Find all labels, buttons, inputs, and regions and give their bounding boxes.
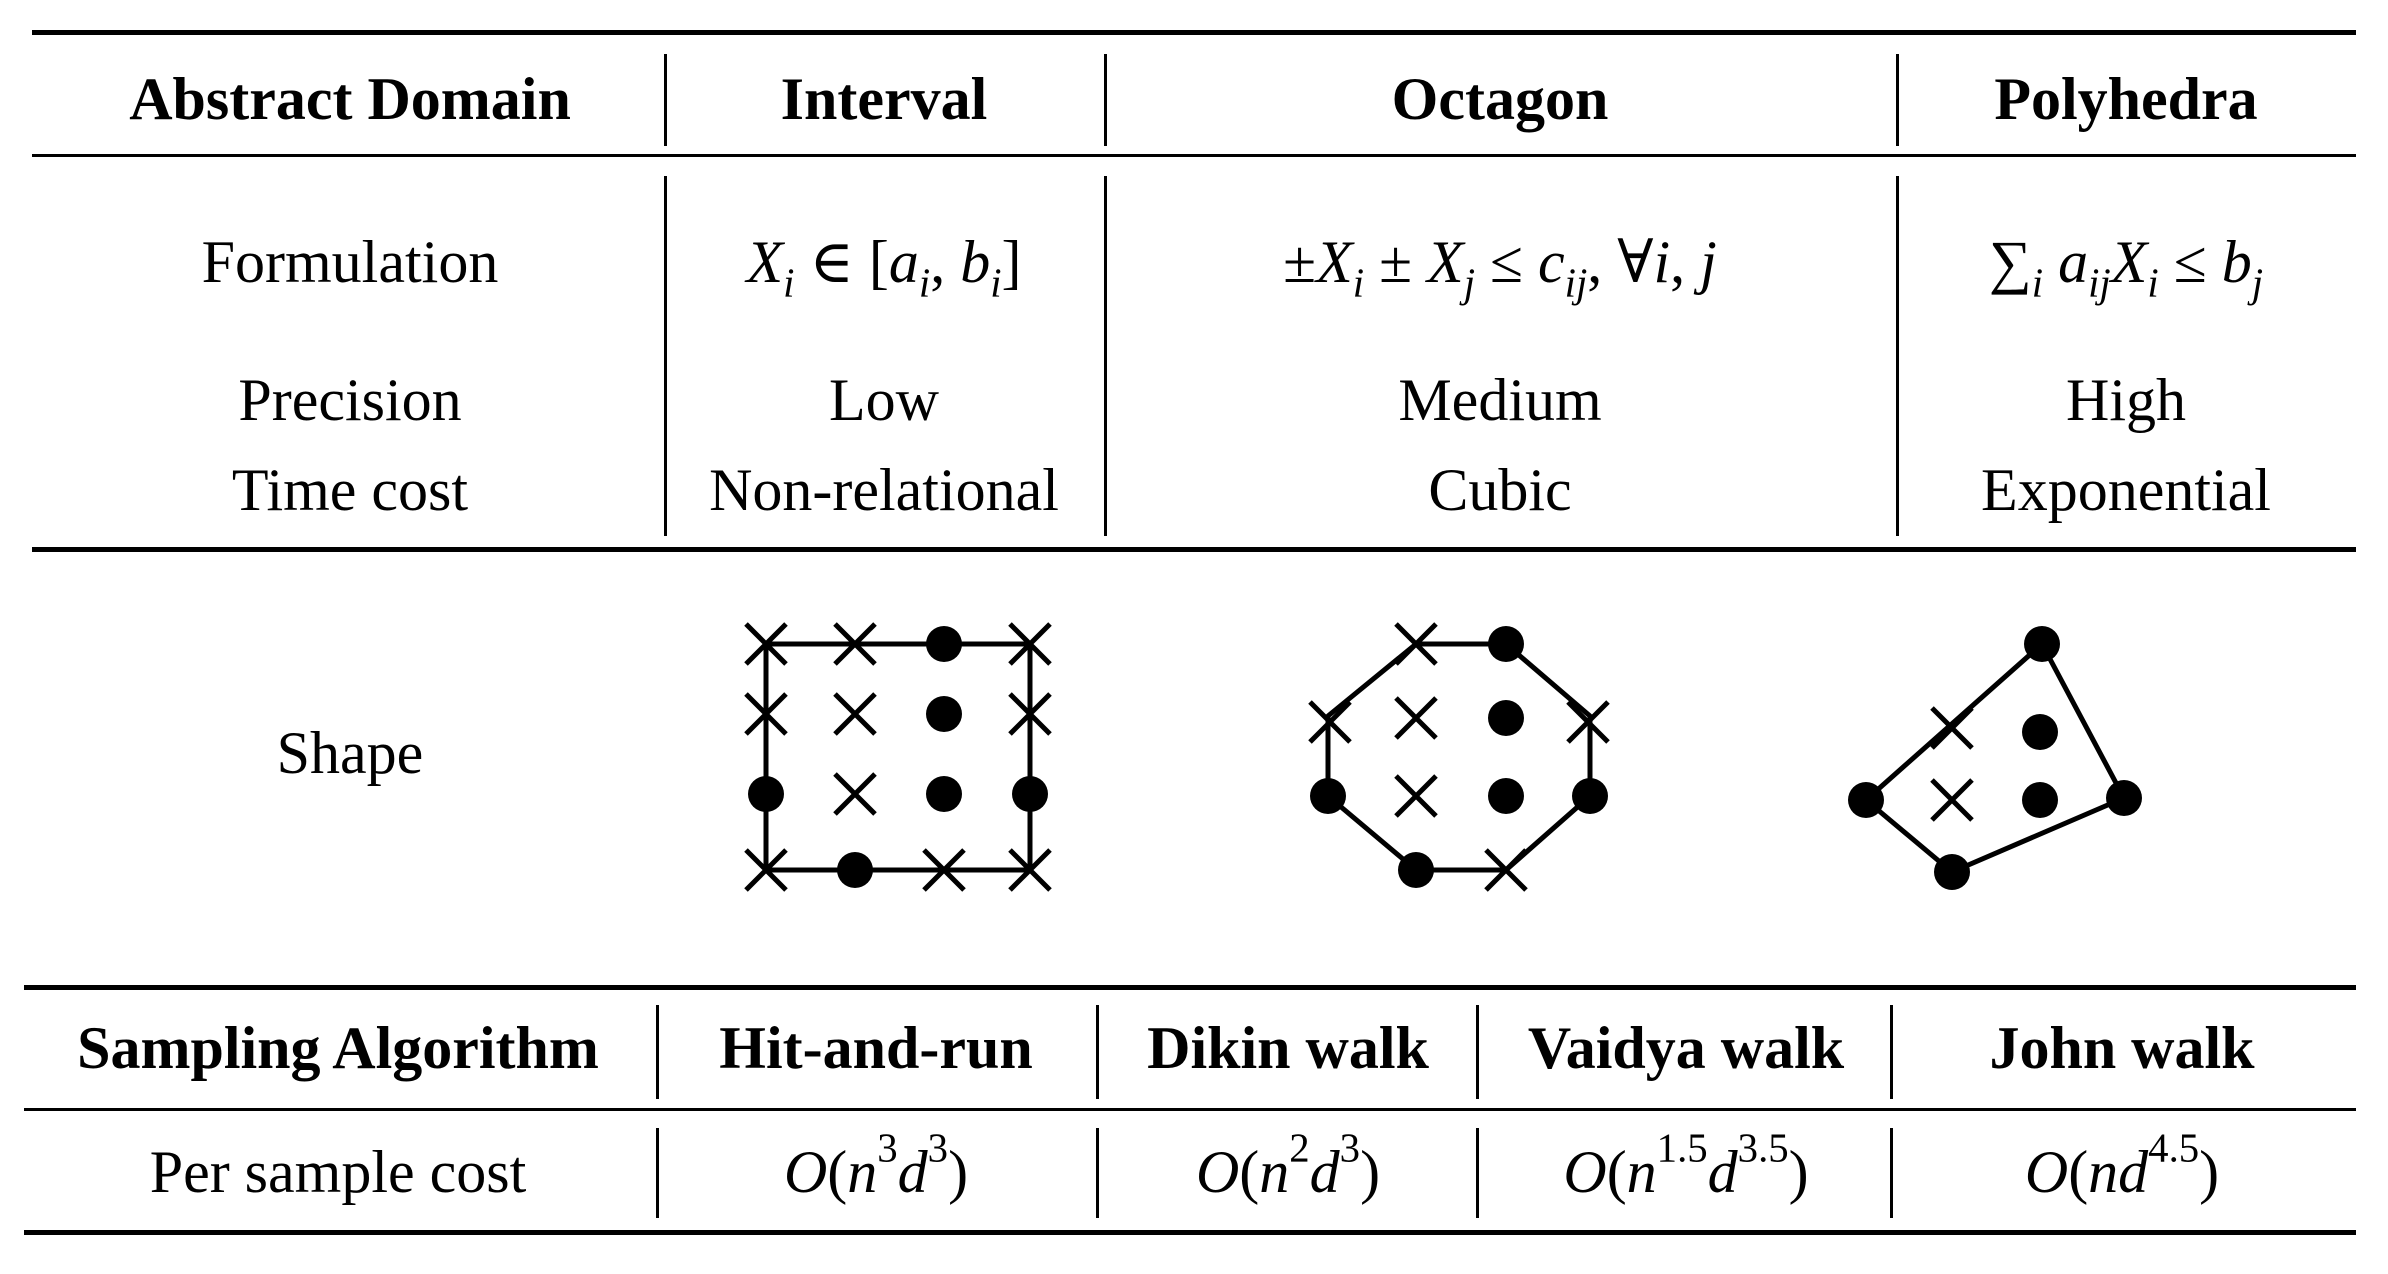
octagon-shape [1310,624,1608,890]
top-body-divider-2 [1104,176,1107,536]
formulation-label: Formulation [201,229,499,295]
octagon-formulation: ±Xi ± Xj ≤ cij, ∀i, j [1283,229,1717,306]
bottom-body-divider-4 [1890,1128,1893,1218]
header-john-walk: John walk [1989,1015,2255,1081]
top-rule-2 [32,154,2356,157]
bottom-body-divider-1 [656,1128,659,1218]
bottom-rule-2 [24,1108,2356,1111]
polyhedra-formulation: ∑i aijXi ≤ bj [1988,229,2264,306]
top-body-divider-1 [664,176,667,536]
shape-label: Shape [276,720,424,786]
octagon-precision: Medium [1398,367,1602,433]
per-sample-cost-label: Per sample cost [149,1139,527,1205]
vaidya-walk-cost: O(n1.5d3.5) [1563,1125,1809,1205]
dikin-walk-cost: O(n2d3) [1195,1125,1381,1205]
top-body-divider-3 [1896,176,1899,536]
header-dikin-walk: Dikin walk [1147,1015,1429,1081]
header-vaidya-walk: Vaidya walk [1527,1015,1845,1081]
bottom-header-divider-3 [1476,1005,1479,1099]
header-sampling-algorithm: Sampling Algorithm [77,1015,599,1081]
bottom-rule-1 [24,985,2356,990]
time-cost-label: Time cost [231,457,469,523]
header-interval: Interval [780,66,988,132]
bottom-header-divider-1 [656,1005,659,1099]
top-header-divider-1 [664,54,667,146]
top-header-divider-3 [1896,54,1899,146]
polyhedra-shape [1848,626,2142,890]
hit-and-run-cost: O(n3d3) [783,1125,969,1205]
octagon-time-cost: Cubic [1428,457,1572,523]
top-rule-3 [32,547,2356,552]
bottom-body-divider-3 [1476,1128,1479,1218]
bottom-body-divider-2 [1096,1128,1099,1218]
header-hit-and-run: Hit-and-run [719,1015,1033,1081]
bottom-header-divider-2 [1096,1005,1099,1099]
bottom-rule-3 [24,1230,2356,1235]
header-polyhedra: Polyhedra [1994,66,2258,132]
bottom-header-divider-4 [1890,1005,1893,1099]
header-abstract-domain: Abstract Domain [129,66,571,132]
interval-formulation: Xi ∈ [ai, bi] [746,229,1022,306]
precision-label: Precision [238,367,462,433]
top-header-divider-2 [1104,54,1107,146]
header-octagon: Octagon [1391,66,1609,132]
interval-time-cost: Non-relational [709,457,1059,523]
interval-precision: Low [829,367,939,433]
interval-shape [746,624,1050,890]
top-rule-1 [32,30,2356,35]
polyhedra-precision: High [2066,367,2186,433]
polyhedra-time-cost: Exponential [1981,457,2271,523]
john-walk-cost: O(nd4.5) [2024,1125,2220,1205]
